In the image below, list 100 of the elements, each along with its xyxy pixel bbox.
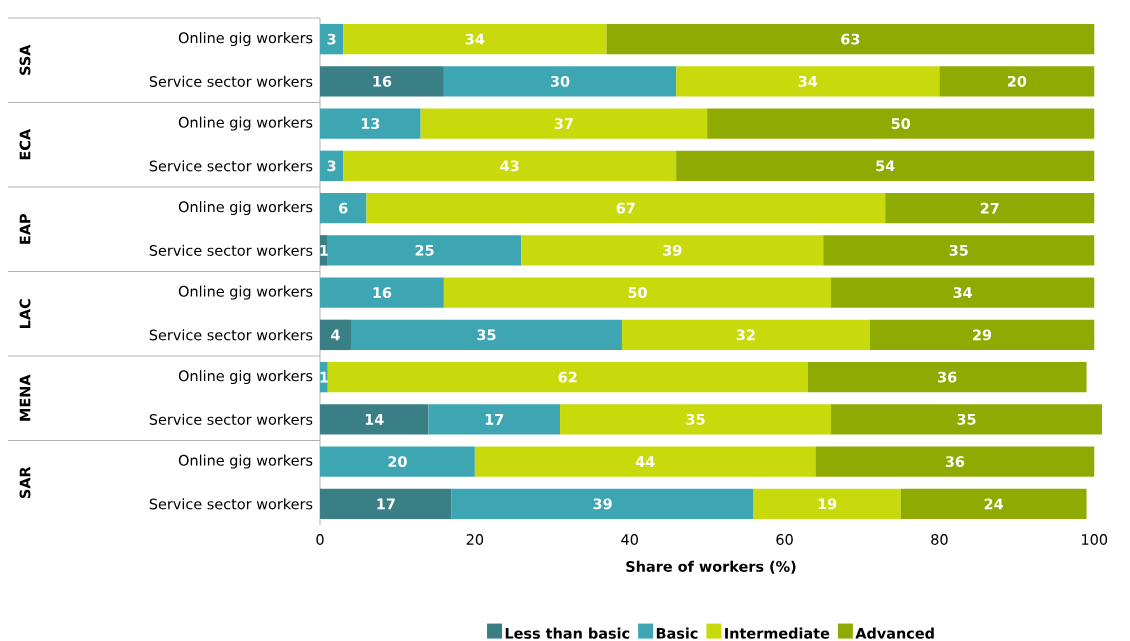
bar <box>320 404 429 435</box>
legend-label: Intermediate <box>725 627 830 639</box>
bar <box>521 235 824 266</box>
y-tick-label: Online gig workers <box>178 370 313 385</box>
bar <box>676 150 1095 182</box>
data-label: 3 <box>327 33 336 45</box>
legend-label: Less than basic <box>505 627 630 639</box>
data-label: 34 <box>953 287 973 299</box>
bar <box>606 23 1095 55</box>
bar <box>320 192 367 224</box>
data-label: 3 <box>327 160 336 172</box>
text: SSA <box>19 44 31 75</box>
x-tick-label: 60 <box>776 533 793 545</box>
data-label: 63 <box>841 33 860 45</box>
data-label: 16 <box>373 287 392 299</box>
y-tick-label: Online gig workers <box>178 32 313 47</box>
data-label: 6 <box>339 202 348 214</box>
data-label: 34 <box>465 33 485 45</box>
data-label: 43 <box>500 160 519 172</box>
data-label: 1 <box>320 371 328 383</box>
data-label: 20 <box>1007 75 1027 87</box>
data-label: 4 <box>331 329 340 341</box>
data-label: 20 <box>388 456 407 468</box>
bar <box>320 66 444 97</box>
legend-label: Basic <box>656 627 698 639</box>
bar <box>320 23 344 55</box>
data-label: 35 <box>686 413 705 425</box>
x-tick-label: 40 <box>621 533 638 545</box>
bar <box>320 319 351 351</box>
y-tick-label: Service sector workers <box>149 160 313 172</box>
data-label: 32 <box>736 329 755 341</box>
data-label: 19 <box>818 498 837 510</box>
text: ECA <box>19 128 31 160</box>
bar <box>320 150 344 182</box>
y-tick-label: Online gig workers <box>178 454 313 469</box>
data-label: 30 <box>550 75 570 87</box>
data-label: 39 <box>663 244 682 256</box>
bar <box>869 319 1095 351</box>
y-tick-label: Online gig workers <box>178 116 313 131</box>
x-tick-label: 0 <box>316 533 324 545</box>
text: LAC <box>19 299 31 328</box>
bar <box>320 108 421 139</box>
y-tick-label: Service sector workers <box>149 244 313 256</box>
data-label: 44 <box>635 456 655 467</box>
bar <box>831 277 1095 308</box>
bar <box>451 488 754 520</box>
bar <box>823 235 1095 266</box>
y-tick-label: Service sector workers <box>149 75 313 87</box>
data-label: 54 <box>876 160 895 172</box>
bar <box>443 66 677 97</box>
bar <box>621 319 870 351</box>
bar <box>443 277 832 308</box>
data-label: 14 <box>365 414 384 425</box>
text: EAP <box>19 214 31 244</box>
data-label: 35 <box>477 329 496 341</box>
bar <box>327 235 522 266</box>
text: MENA <box>19 374 31 421</box>
data-label: 37 <box>554 118 573 130</box>
bar <box>900 488 1087 520</box>
data-label: 17 <box>377 498 395 510</box>
data-label: 35 <box>949 244 968 256</box>
data-label: 13 <box>361 118 380 130</box>
data-label: 17 <box>485 414 504 425</box>
data-label: 34 <box>798 75 818 87</box>
y-tick-label: Service sector workers <box>149 498 313 510</box>
y-tick-label: Online gig workers <box>178 285 313 300</box>
data-label: 16 <box>373 75 392 87</box>
bar <box>815 446 1095 477</box>
data-label: 1 <box>320 245 328 256</box>
bar <box>343 150 677 182</box>
bar <box>320 446 475 477</box>
bar <box>428 404 561 435</box>
bar <box>807 361 1087 393</box>
x-tick-label: 20 <box>466 533 484 545</box>
y-tick-label: Service sector workers <box>149 329 313 341</box>
bar <box>420 108 708 139</box>
bar <box>320 277 444 308</box>
data-label: 36 <box>938 371 957 383</box>
bar <box>753 488 901 520</box>
bar <box>676 66 940 97</box>
bar <box>343 23 607 55</box>
data-label: 27 <box>980 202 999 214</box>
bar <box>320 488 452 520</box>
y-tick-label: Service sector workers <box>149 413 313 425</box>
x-axis-title: Share of workers (%) <box>626 560 796 574</box>
bar <box>327 361 808 393</box>
data-label: 39 <box>593 498 612 510</box>
bar <box>366 192 886 224</box>
data-label: 29 <box>973 329 992 341</box>
legend-label: Advanced <box>855 627 934 639</box>
text: SAR <box>19 466 31 499</box>
data-label: 35 <box>957 413 976 425</box>
bar <box>707 108 1095 139</box>
x-tick-label: 100 <box>1082 533 1108 545</box>
data-label: 50 <box>628 287 647 299</box>
data-label: 50 <box>891 118 911 130</box>
bar <box>939 66 1095 97</box>
bar <box>560 404 832 435</box>
data-label: 24 <box>984 498 1004 510</box>
bar <box>350 319 622 351</box>
